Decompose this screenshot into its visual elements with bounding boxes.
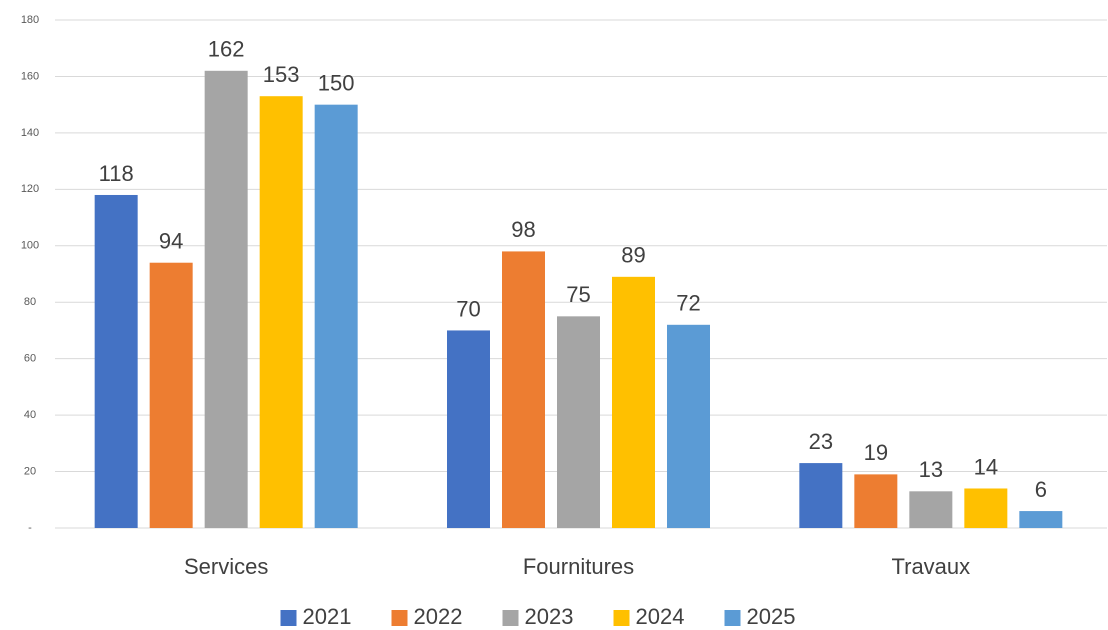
y-tick-label: 60 [24, 353, 36, 365]
y-tick-label: 160 [21, 70, 39, 82]
bar [314, 104, 358, 529]
legend-label: 2022 [414, 604, 463, 629]
y-tick-label: 100 [21, 240, 39, 252]
bar [94, 194, 138, 528]
y-tick-label: 140 [21, 127, 39, 139]
bar [149, 262, 193, 528]
legend-swatch [391, 610, 408, 626]
bar [612, 276, 655, 528]
y-tick-label: 80 [24, 296, 36, 308]
legend-swatch [724, 610, 741, 626]
bar [667, 324, 710, 528]
x-tick-label: Services [184, 554, 268, 579]
value-label: 14 [974, 454, 998, 479]
y-tick-label: 20 [24, 465, 36, 477]
legend-label: 2024 [636, 604, 685, 629]
value-label: 94 [159, 229, 183, 254]
x-tick-label: Fournitures [523, 554, 634, 579]
bar [204, 70, 248, 529]
value-label: 98 [511, 217, 535, 242]
bar [909, 491, 953, 528]
legend-swatch [613, 610, 630, 626]
legend-label: 2025 [747, 604, 796, 629]
value-label: 118 [99, 161, 134, 186]
value-label: 70 [456, 296, 480, 321]
bar [1019, 511, 1063, 528]
x-tick-label: Travaux [892, 554, 971, 579]
legend-label: 2021 [303, 604, 352, 629]
value-label: 23 [809, 429, 833, 454]
value-label: 72 [676, 291, 700, 316]
value-label: 162 [208, 37, 245, 62]
bar [502, 251, 545, 528]
y-tick-label: - [28, 522, 32, 534]
value-label: 19 [864, 440, 888, 465]
bar [259, 96, 303, 528]
bar [854, 474, 898, 528]
value-label: 13 [919, 457, 943, 482]
legend-swatch [502, 610, 519, 626]
value-label: 150 [318, 70, 355, 95]
bar [799, 463, 843, 528]
y-tick-label: 120 [21, 183, 39, 195]
value-label: 75 [566, 282, 590, 307]
legend-swatch [280, 610, 297, 626]
bar [557, 316, 600, 528]
legend-label: 2023 [525, 604, 574, 629]
value-label: 153 [263, 62, 300, 87]
y-tick-label: 180 [21, 14, 39, 26]
value-label: 89 [621, 243, 645, 268]
y-tick-label: 40 [24, 409, 36, 421]
bar [964, 488, 1008, 528]
value-label: 6 [1035, 477, 1047, 502]
bar [447, 330, 490, 528]
